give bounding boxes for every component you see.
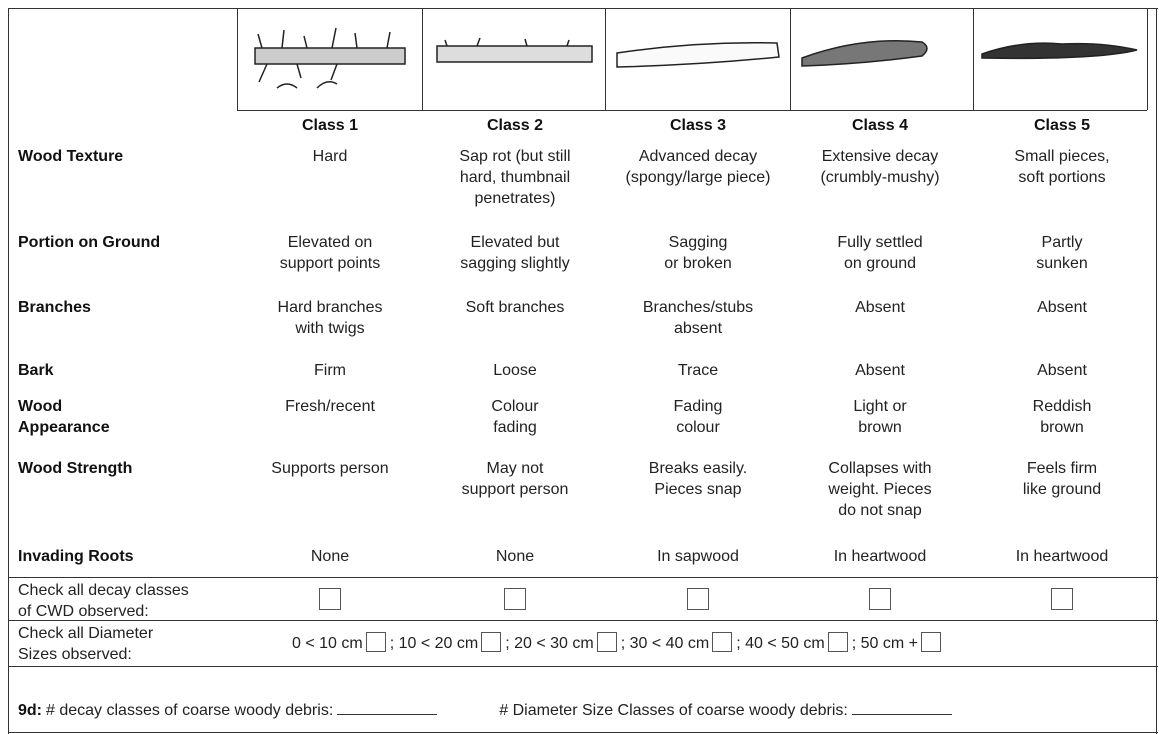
row-divider — [8, 666, 1158, 667]
row-label: Branches — [18, 299, 91, 316]
class-label: Class 4 — [851, 117, 909, 134]
cell: Elevated but sagging slightly — [460, 234, 570, 272]
border — [8, 8, 9, 734]
checkbox[interactable] — [319, 588, 341, 610]
cell: Fully settled on ground — [837, 234, 923, 272]
footer-label: # decay classes of coarse woody debris: — [46, 702, 334, 719]
border — [8, 732, 1158, 733]
cell: Partly sunken — [1036, 234, 1088, 272]
cell: Extensive decay (crumbly-mushy) — [820, 148, 940, 186]
cell: Absent — [1037, 362, 1087, 379]
cell: Supports person — [271, 460, 389, 477]
cell: Breaks easily. Pieces snap — [648, 460, 748, 498]
checkbox[interactable] — [712, 632, 733, 652]
diameter-option: ; 10 < 20 cm — [389, 635, 479, 652]
cell: Absent — [855, 362, 905, 379]
checkbox[interactable] — [869, 588, 891, 610]
diameter-option: ; 50 cm + — [851, 635, 918, 652]
checkbox[interactable] — [687, 588, 709, 610]
checkbox[interactable] — [1051, 588, 1073, 610]
checkbox[interactable] — [596, 632, 617, 652]
log-illustrations — [254, 27, 1138, 89]
class-label: Class 1 — [301, 117, 359, 134]
blank-field — [851, 700, 952, 715]
class-label: Class 3 — [669, 117, 727, 134]
cell: In sapwood — [657, 548, 739, 565]
cell: Colour fading — [491, 398, 539, 436]
row-divider — [8, 620, 1158, 621]
cell: Loose — [493, 362, 537, 379]
cell: Absent — [855, 299, 905, 316]
cell: In heartwood — [833, 548, 927, 565]
cell: None — [495, 548, 535, 565]
row-label: Wood Appearance — [18, 398, 110, 436]
diameter-option: ; 30 < 40 cm — [620, 635, 710, 652]
cell: Feels firm like ground — [1022, 460, 1102, 498]
checkbox[interactable] — [504, 588, 526, 610]
image-divider — [1147, 8, 1148, 110]
diameter-option: 0 < 10 cm — [292, 635, 363, 652]
row-label: Invading Roots — [18, 548, 134, 565]
row-divider — [8, 577, 1158, 578]
class-label: Class 5 — [1033, 117, 1091, 134]
row-label: Check all decay classes of CWD observed: — [18, 582, 189, 620]
cell: Firm — [314, 362, 346, 379]
cell: In heartwood — [1015, 548, 1109, 565]
row-label: Check all Diameter Sizes observed: — [18, 625, 154, 663]
diameter-option: ; 20 < 30 cm — [505, 635, 594, 652]
cell: Hard branches with twigs — [277, 299, 383, 337]
footer-label: # Diameter Size Classes of coarse woody … — [499, 702, 848, 719]
row-label: Wood Strength — [18, 460, 133, 477]
border — [1156, 8, 1157, 734]
cell: Soft branches — [465, 299, 565, 316]
cell: Trace — [677, 362, 719, 379]
border — [8, 8, 1158, 9]
row-label: Wood Texture — [18, 148, 124, 165]
image-divider — [790, 8, 791, 110]
cell: Fresh/recent — [285, 398, 375, 415]
cell: May not support person — [461, 460, 569, 498]
image-box-bottom — [237, 110, 1147, 111]
image-divider — [237, 8, 238, 110]
checkbox[interactable] — [365, 632, 386, 652]
cell: None — [310, 548, 350, 565]
row-label: Portion on Ground — [18, 234, 161, 251]
image-divider — [973, 8, 974, 110]
blank-field — [337, 700, 438, 715]
cell: Sagging or broken — [664, 234, 732, 272]
image-divider — [605, 8, 606, 110]
cell: Absent — [1037, 299, 1087, 316]
cell: Fading colour — [673, 398, 723, 436]
image-divider — [422, 8, 423, 110]
diameter-option: ; 40 < 50 cm — [736, 635, 825, 652]
class-label: Class 2 — [486, 117, 544, 134]
checkbox[interactable] — [827, 632, 848, 652]
cell: Elevated on support points — [279, 234, 381, 272]
cell: Reddish brown — [1032, 398, 1092, 436]
checkbox[interactable] — [920, 632, 941, 652]
cell: Sap rot (but still hard, thumbnail penet… — [459, 148, 571, 207]
cell: Hard — [312, 148, 348, 165]
footer: 9d: # decay classes of coarse woody debri… — [18, 700, 952, 721]
cell: Advanced decay (spongy/large piece) — [625, 148, 771, 186]
cell: Collapses with weight. Pieces do not sna… — [828, 460, 932, 519]
footer-id: 9d: — [18, 702, 42, 719]
checkbox[interactable] — [481, 632, 502, 652]
cell: Small pieces, soft portions — [1014, 148, 1110, 186]
cell: Light or brown — [853, 398, 907, 436]
row-label: Bark — [18, 362, 54, 379]
cell: Branches/stubs absent — [642, 299, 754, 337]
diameter-options: 0 < 10 cm ; 10 < 20 cm ; 20 < 30 cm ; 30 < … — [288, 632, 941, 654]
